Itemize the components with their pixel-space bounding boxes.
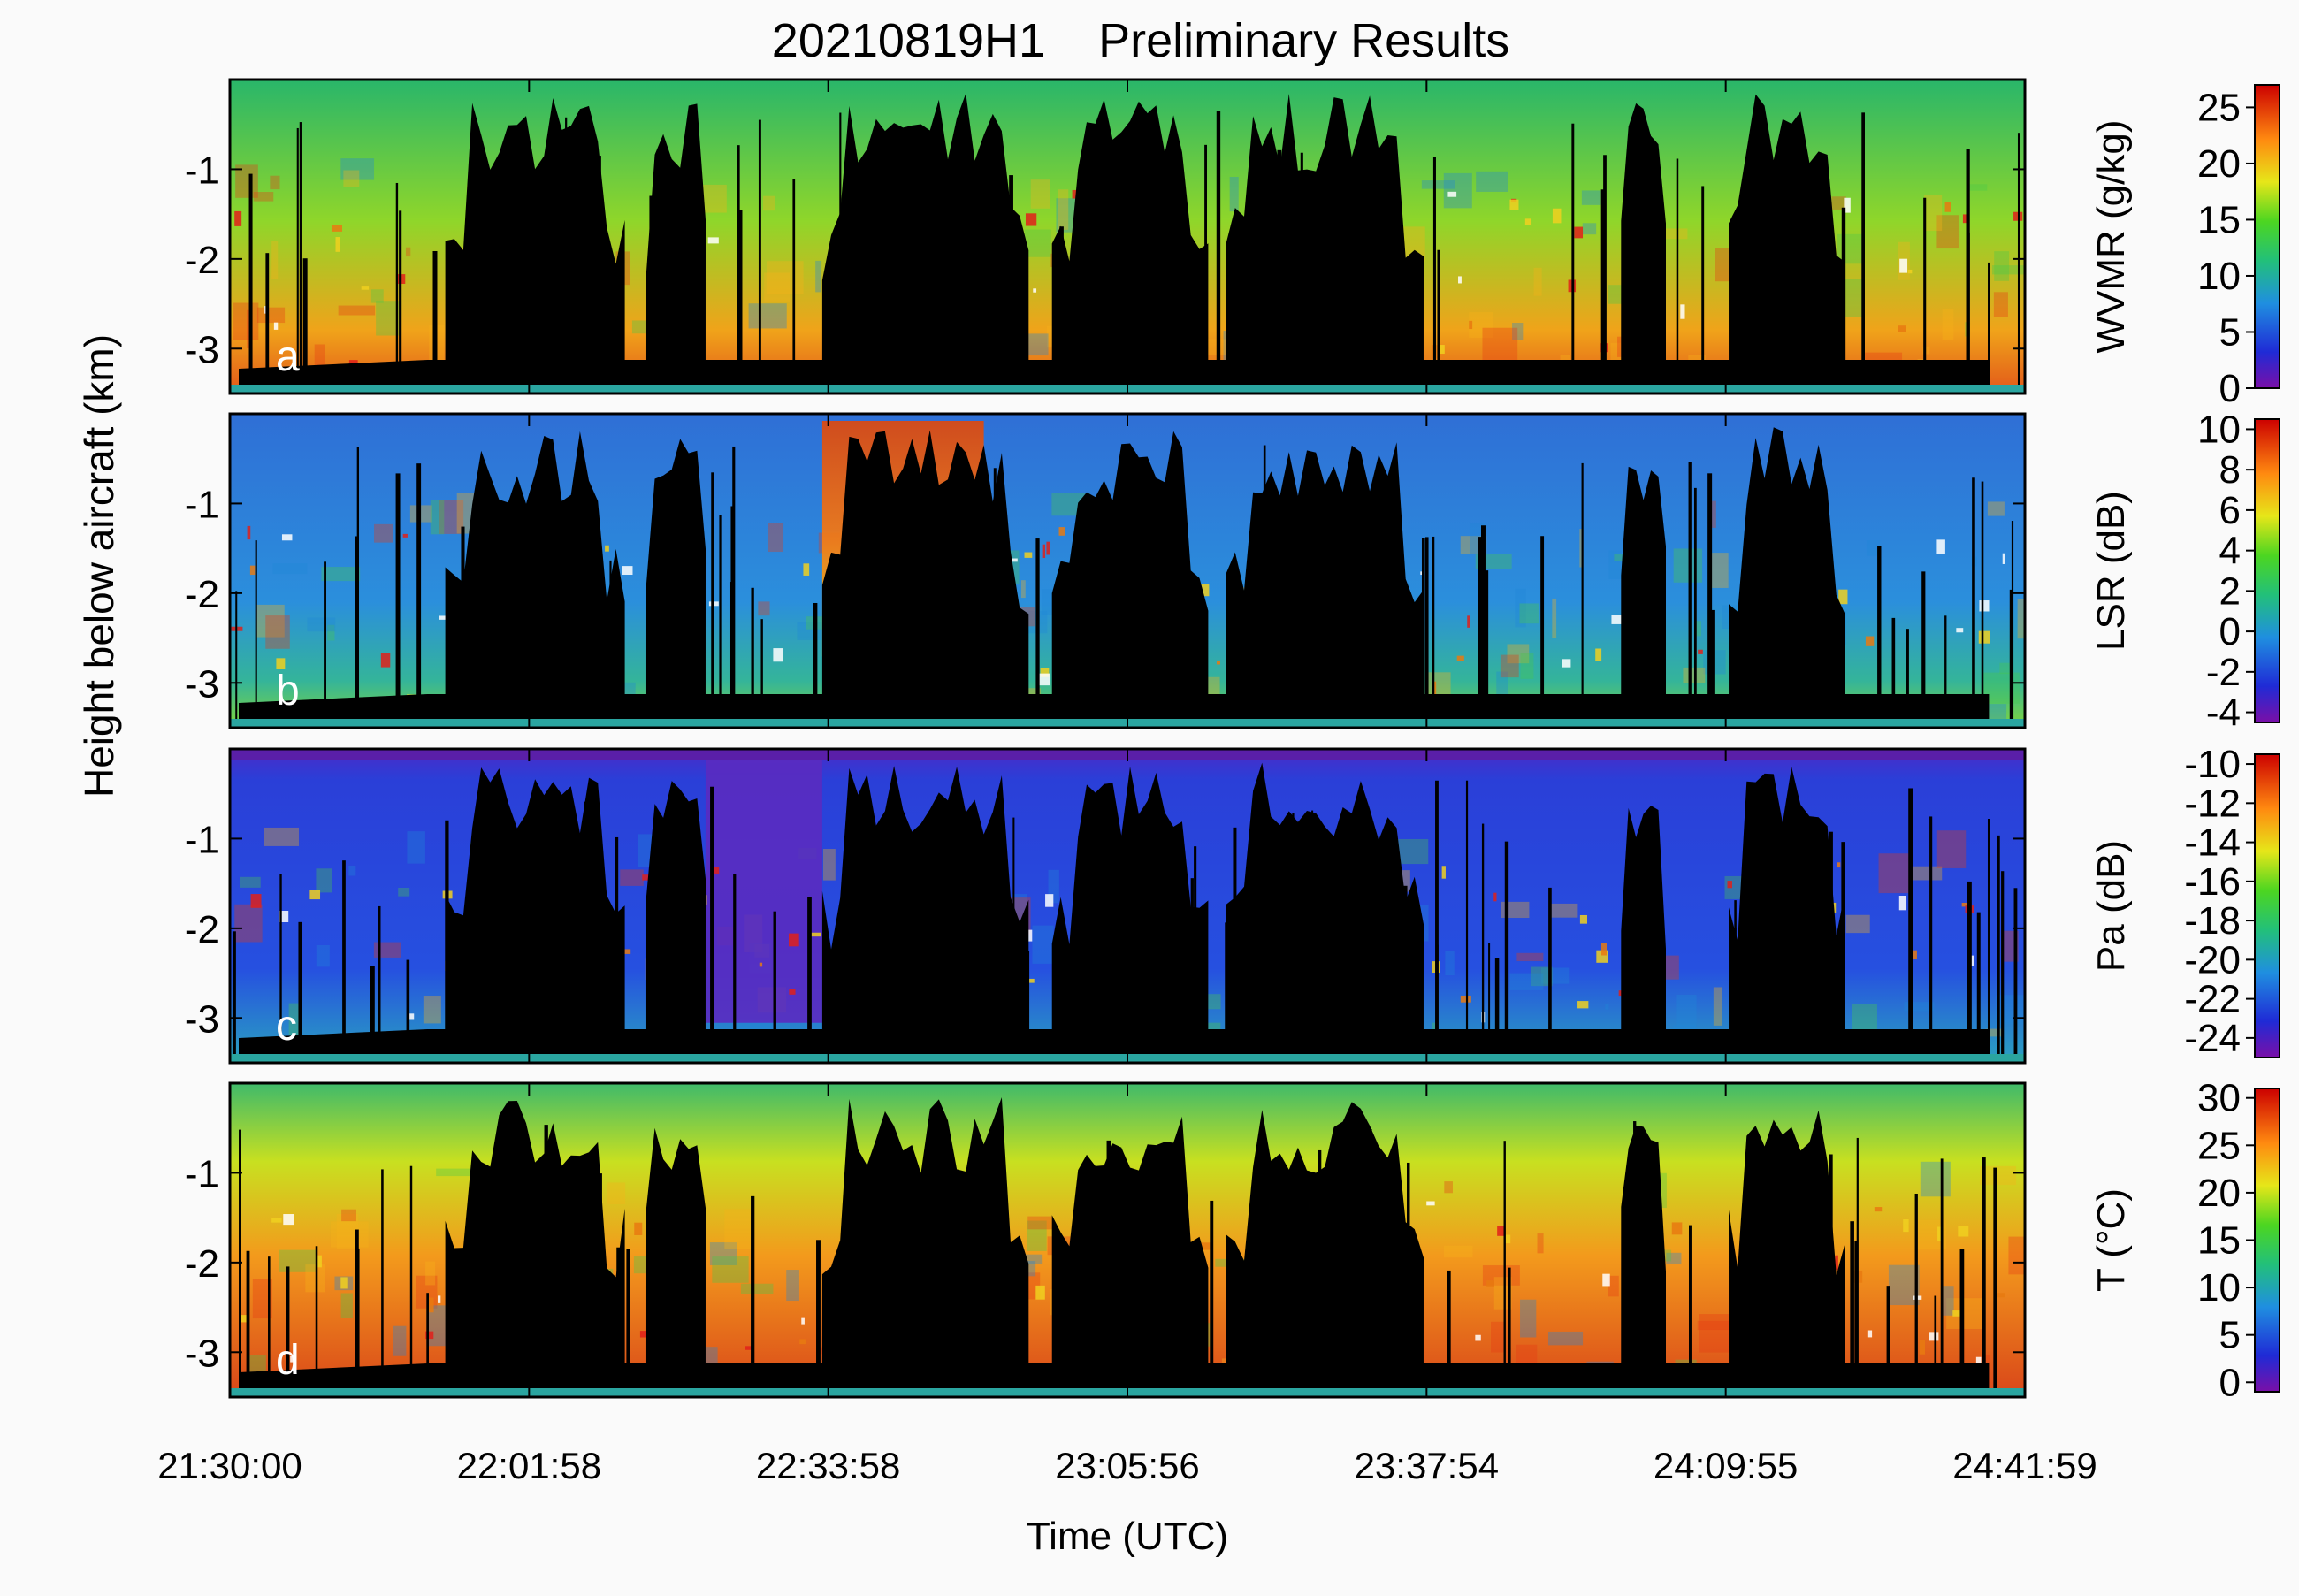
colorbar-tick-label: -12 <box>2184 782 2241 825</box>
x-tick-label: 23:37:54 <box>1355 1445 1500 1486</box>
y-tick-label: -3 <box>185 662 219 706</box>
colorbar-tick-label: 20 <box>2197 142 2241 186</box>
cloud-mask <box>645 781 706 1063</box>
colorbar-tick-label: -2 <box>2206 651 2241 694</box>
panel-letter: b <box>276 668 300 714</box>
colorbar-label: WVMR (g/kg) <box>2089 120 2133 354</box>
colorbar-tick-label: 2 <box>2219 569 2241 613</box>
ground-mask <box>239 1029 1990 1054</box>
colorbar-tick-label: -10 <box>2184 743 2241 786</box>
panel-a: -1 -2 -3 a 0 5 10 15 20 25 WVMR (g/kg) <box>185 78 2280 410</box>
colorbar-tick-label: 0 <box>2219 1361 2241 1404</box>
colorbar <box>2254 84 2280 389</box>
cloud-mask <box>1051 99 1209 393</box>
cloud-mask <box>445 1101 625 1397</box>
y-tick-label: -3 <box>185 1332 219 1375</box>
ground-mask <box>239 360 1990 385</box>
colorbar-tick-label: 8 <box>2219 448 2241 492</box>
ground-mask <box>239 694 1990 719</box>
cloud-mask <box>1621 466 1666 728</box>
panel-letter: d <box>276 1337 300 1384</box>
cloud-mask <box>1621 1125 1666 1397</box>
cloud-mask <box>445 98 625 393</box>
colorbar-tick-label: 0 <box>2219 367 2241 410</box>
cloud-mask <box>821 93 1029 393</box>
y-tick-label: -2 <box>185 908 219 951</box>
cloud-mask <box>445 431 625 728</box>
cloud-mask <box>1226 762 1424 1063</box>
colorbar-label: LSR (dB) <box>2089 491 2133 651</box>
colorbar-tick-label: 10 <box>2197 1266 2241 1310</box>
colorbar-tick-label: -4 <box>2206 691 2241 735</box>
cloud-mask <box>1226 442 1424 728</box>
colorbar-tick-label: 15 <box>2197 1219 2241 1263</box>
y-tick-label: -2 <box>185 1242 219 1286</box>
colorbar <box>2254 418 2280 723</box>
cloud-mask <box>1051 767 1209 1063</box>
colorbar-tick-label: 5 <box>2219 1314 2241 1357</box>
y-tick-label: -3 <box>185 328 219 371</box>
colorbar-tick-label: 25 <box>2197 1124 2241 1167</box>
colorbar-tick-label: -22 <box>2184 978 2241 1021</box>
x-tick-labels: 21:30:00 22:01:58 22:33:58 23:05:56 23:37:54… <box>157 1445 2097 1486</box>
panel-letter: c <box>276 1003 297 1050</box>
x-tick-label: 23:05:56 <box>1055 1445 1200 1486</box>
y-axis-label: Height below aircraft (km) <box>76 334 122 798</box>
colorbar-tick-label: 10 <box>2197 255 2241 298</box>
x-tick-label: 22:01:58 <box>457 1445 602 1486</box>
colorbar-tick-label: 10 <box>2197 408 2241 451</box>
x-tick-label: 22:33:58 <box>756 1445 901 1486</box>
y-tick-label: -1 <box>185 483 219 526</box>
colorbar-tick-label: -16 <box>2184 860 2241 904</box>
colorbar-tick-label: 30 <box>2197 1077 2241 1120</box>
cloud-mask <box>821 766 1029 1063</box>
colorbar-tick-label: 5 <box>2219 310 2241 354</box>
cloud-mask <box>645 439 706 728</box>
colorbar-tick-label: 25 <box>2197 86 2241 129</box>
y-tick-label: -3 <box>185 997 219 1041</box>
ground-mask <box>239 1363 1990 1388</box>
cloud-mask <box>1621 806 1666 1063</box>
y-tick-label: -1 <box>185 1152 219 1195</box>
x-tick-label: 24:09:55 <box>1654 1445 1799 1486</box>
figure-title: 20210819H1 Preliminary Results <box>772 14 1509 67</box>
x-tick-label: 24:41:59 <box>1952 1445 2097 1486</box>
colorbar-tick-label: 15 <box>2197 198 2241 241</box>
y-tick-label: -2 <box>185 239 219 282</box>
y-tick-label: -2 <box>185 573 219 616</box>
colorbar <box>2254 1088 2280 1393</box>
y-tick-label: -1 <box>185 818 219 861</box>
colorbar-label: T (°C) <box>2089 1188 2133 1292</box>
cloud-mask <box>1729 94 1845 393</box>
colorbar-tick-label: -14 <box>2184 821 2241 865</box>
colorbar-label: Pa (dB) <box>2089 840 2133 972</box>
colorbar-tick-label: -24 <box>2184 1017 2241 1060</box>
panel-c: -1 -2 -3 c -24-22-20-18-16-14-12-10 Pa (dB) <box>185 743 2280 1065</box>
cloud-mask <box>1621 103 1666 393</box>
colorbar-tick-label: 20 <box>2197 1172 2241 1215</box>
colorbar-tick-label: 0 <box>2219 610 2241 653</box>
y-tick-label: -1 <box>185 149 219 192</box>
colorbar-tick-label: 4 <box>2219 530 2241 573</box>
cloud-mask <box>1729 767 1845 1063</box>
cloud-mask <box>1051 431 1209 728</box>
colorbar-tick-label: -18 <box>2184 899 2241 943</box>
cloud-mask <box>1729 1110 1845 1397</box>
x-tick-label: 21:30:00 <box>157 1445 302 1486</box>
cloud-mask <box>645 1127 706 1397</box>
panel-letter: a <box>276 333 300 380</box>
colorbar-tick-label: -20 <box>2184 938 2241 981</box>
colorbar-tick-label: 6 <box>2219 489 2241 532</box>
colorbar <box>2254 753 2280 1058</box>
x-axis-label: Time (UTC) <box>1027 1515 1228 1558</box>
